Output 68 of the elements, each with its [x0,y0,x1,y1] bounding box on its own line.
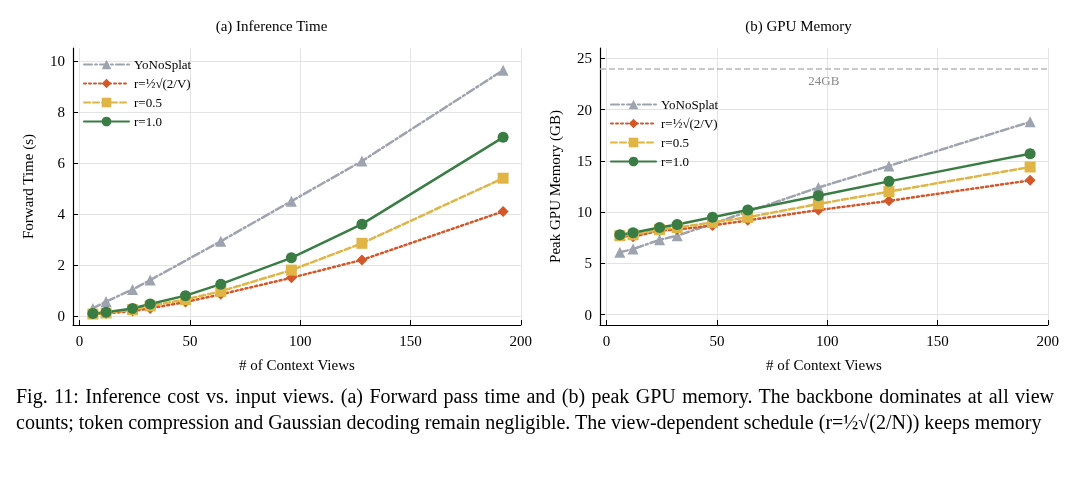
y-tick-label: 10 [50,52,65,69]
legend-label: YoNoSplat [134,57,192,72]
y-tick-label: 6 [57,154,66,171]
y-axis-title: Forward Time (s) [19,133,37,240]
x-tick-label: 50 [182,332,198,349]
point [742,204,754,216]
point [356,218,368,230]
point [215,235,227,247]
x-axis-title: # of Context Views [238,356,355,373]
y-tick-label: 8 [57,103,65,120]
point [627,243,639,255]
x-tick-label: 100 [288,332,312,349]
x-tick-label: 50 [709,332,725,349]
y-tick-label: 25 [577,50,592,67]
y-axis-title: Peak GPU Memory (GB) [546,110,564,263]
point [1024,174,1036,186]
y-tick-label: 15 [577,152,592,169]
point [707,211,718,223]
point [614,246,626,258]
point [497,131,509,143]
point [883,175,895,187]
y-tick-label: 20 [577,101,592,118]
y-tick-label: 5 [584,255,592,272]
point [883,186,895,198]
point [497,64,509,76]
point [671,218,683,230]
chart-title: (b) GPU Memory [745,17,853,35]
caption: Fig. 11: Inference cost vs. input views. (a) Forward pass time and (b) peak GPU memory. The backbone dominates at all view counts; token compression and Gaussian decoding remain negligible. The view-dependent schedule (r=½√(2/N)) keeps memory [15,384,1055,435]
x-tick-label: 0 [602,332,611,349]
ref-line-label: 24GB [808,72,840,88]
point [215,278,227,290]
x-tick-label: 0 [75,332,84,349]
x-tick-label: 150 [399,332,422,349]
chart-title: (a) Inference Time [215,17,328,35]
y-tick-label: 0 [57,308,65,325]
legend-label: r=0.5 [661,135,689,150]
x-tick-label: 200 [1036,332,1059,349]
y-tick-label: 0 [584,306,592,323]
point [285,252,297,264]
y-tick-label: 2 [57,257,65,273]
legend-label: YoNoSplat [661,97,719,112]
legend-label: r=½√(2/V) [661,116,718,131]
point [356,237,368,249]
x-tick-label: 150 [926,332,949,349]
x-tick-label: 200 [509,332,532,349]
point [1024,116,1036,128]
x-tick-label: 100 [815,332,839,349]
legend-label: r=½√(2/V) [134,76,191,91]
point [812,190,824,202]
point [144,274,156,286]
y-tick-label: 10 [577,204,592,221]
point [356,254,368,266]
point [1024,161,1036,173]
point [100,296,112,308]
point [356,155,368,167]
legend-label: r=1.0 [661,154,689,169]
legend-label: r=0.5 [134,95,162,110]
point [654,234,666,246]
point [497,172,509,184]
point [285,195,297,207]
point [285,264,297,276]
point [883,160,895,172]
legend-label: r=1.0 [134,114,162,129]
y-tick-label: 4 [57,205,66,222]
point [497,205,509,217]
point [127,284,139,296]
point [1024,148,1036,160]
x-axis-title: # of Context Views [765,356,882,373]
